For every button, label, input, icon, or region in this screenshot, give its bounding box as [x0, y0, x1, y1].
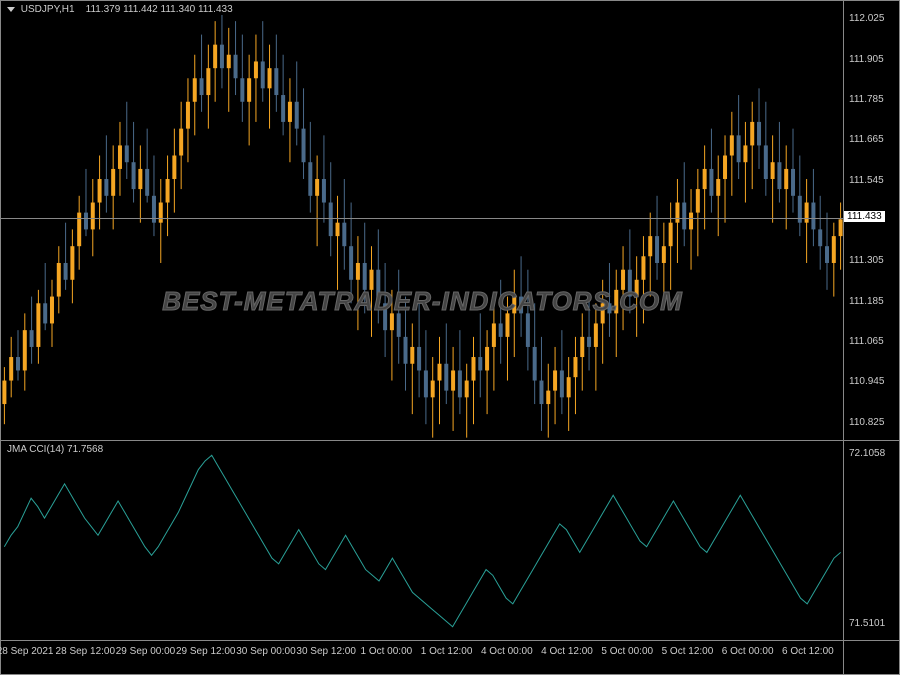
current-price-label: 111.433: [844, 211, 885, 222]
time-tick: 30 Sep 00:00: [236, 646, 296, 657]
main-candlestick-chart[interactable]: BEST-METATRADER-INDICATORS.COM: [1, 1, 844, 441]
time-tick: 1 Oct 00:00: [361, 646, 413, 657]
time-tick: 4 Oct 00:00: [481, 646, 533, 657]
indicator-value: 71.7568: [67, 444, 103, 455]
time-tick: 5 Oct 00:00: [601, 646, 653, 657]
time-tick: 4 Oct 12:00: [541, 646, 593, 657]
time-tick: 28 Sep 2021: [0, 646, 53, 657]
indicator-name: JMA CCI(14): [7, 444, 64, 455]
indicator-tick: 71.5101: [849, 618, 885, 629]
price-tick: 112.025: [849, 13, 884, 24]
price-tick: 110.945: [849, 376, 884, 387]
price-axis-main: 112.025 111.905 111.785 111.665 111.545 111.3…: [844, 1, 900, 441]
time-axis: 28 Sep 202128 Sep 12:0029 Sep 00:0029 Se…: [1, 641, 844, 675]
price-tick: 111.305: [849, 255, 884, 266]
indicator-chart[interactable]: [1, 441, 844, 641]
time-tick: 6 Oct 00:00: [722, 646, 774, 657]
price-tick: 111.785: [849, 94, 884, 105]
watermark-text: BEST-METATRADER-INDICATORS.COM: [1, 286, 844, 317]
price-tick: 111.065: [849, 336, 884, 347]
price-tick: 111.185: [849, 296, 884, 307]
symbol-pair: USDJPY,H1: [21, 4, 75, 15]
dropdown-icon: [7, 7, 15, 12]
symbol-label: USDJPY,H1 111.379 111.442 111.340 111.43…: [5, 4, 235, 15]
chart-container: BEST-METATRADER-INDICATORS.COM USDJPY,H1…: [0, 0, 900, 675]
time-tick: 6 Oct 12:00: [782, 646, 834, 657]
price-tick: 111.905: [849, 54, 884, 65]
price-tick: 111.545: [849, 175, 884, 186]
symbol-ohlc: 111.379 111.442 111.340 111.433: [86, 4, 233, 15]
time-tick: 29 Sep 00:00: [116, 646, 176, 657]
time-tick: 28 Sep 12:00: [56, 646, 116, 657]
current-price-line: [1, 218, 844, 219]
price-axis-indicator: 72.1058 71.5101: [844, 441, 900, 641]
price-tick: 110.825: [849, 417, 884, 428]
time-tick: 29 Sep 12:00: [176, 646, 236, 657]
time-tick: 30 Sep 12:00: [296, 646, 356, 657]
price-tick: 111.665: [849, 134, 884, 145]
time-tick: 5 Oct 12:00: [662, 646, 714, 657]
indicator-tick: 72.1058: [849, 448, 885, 459]
time-tick: 1 Oct 12:00: [421, 646, 473, 657]
indicator-label: JMA CCI(14) 71.7568: [5, 444, 105, 455]
